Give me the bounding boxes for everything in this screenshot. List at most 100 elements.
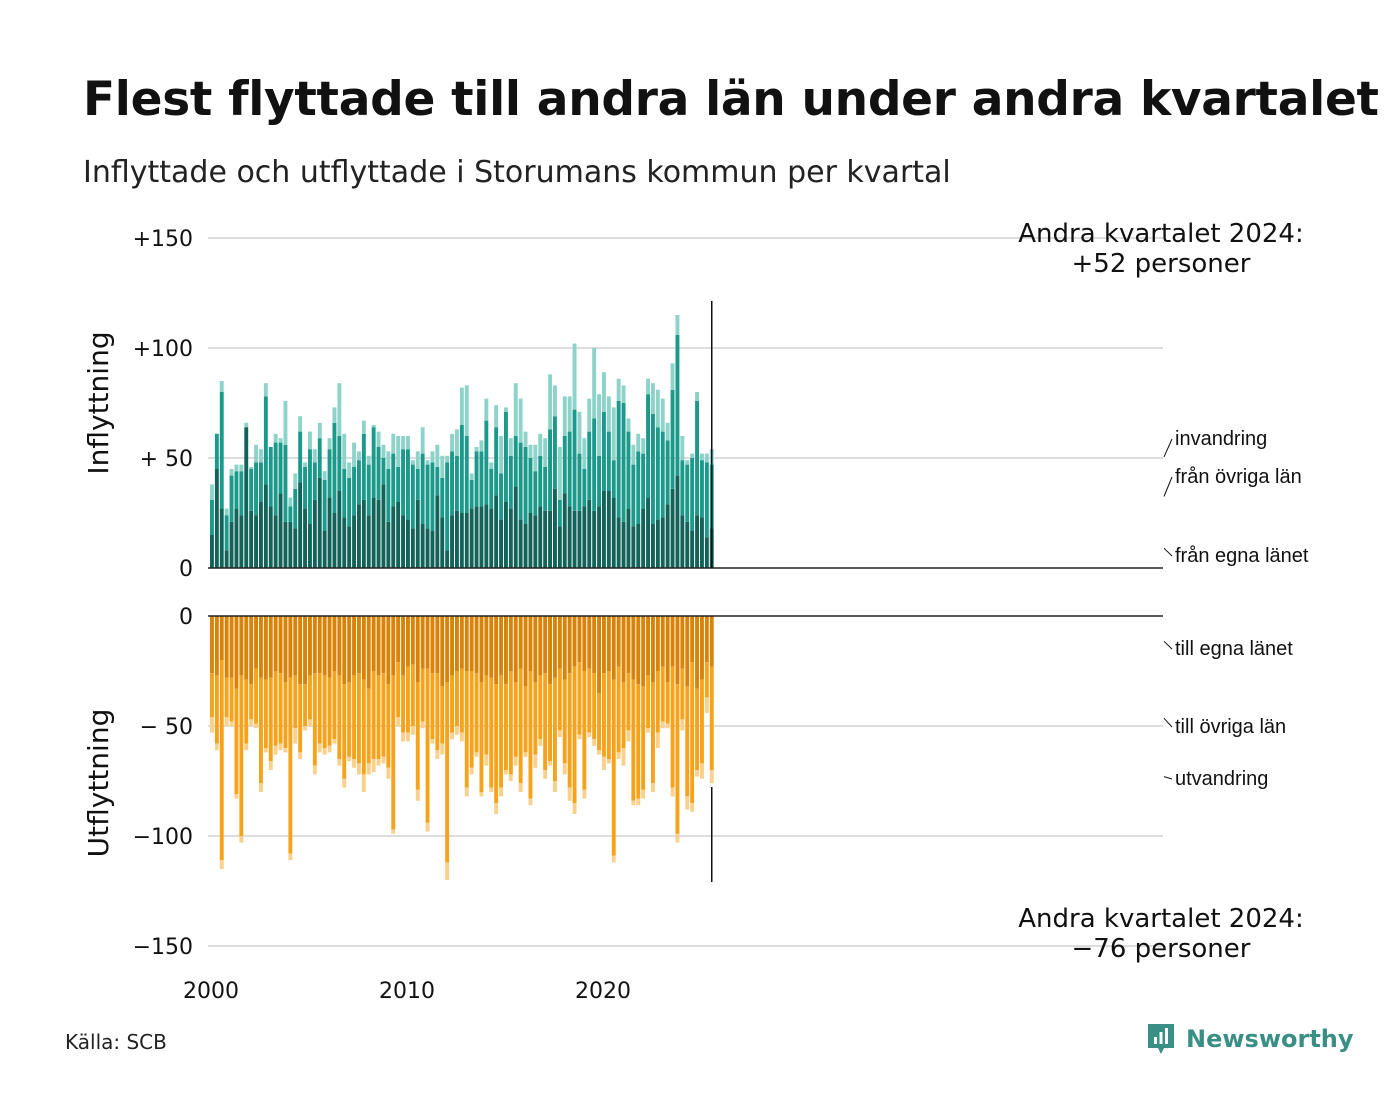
bar-segment — [700, 679, 704, 764]
bar-segment — [273, 671, 278, 746]
y-axis-title: Utflyttning — [82, 709, 115, 858]
bar-segment — [572, 510, 577, 568]
bar-segment — [533, 616, 538, 682]
bar-segment — [553, 781, 557, 792]
bar-segment — [430, 530, 435, 568]
bar-segment — [709, 666, 714, 770]
bar-segment — [690, 662, 695, 803]
bar-segment — [538, 739, 543, 746]
bar-segment — [646, 394, 650, 498]
bar-segment — [557, 668, 562, 731]
bar-segment — [406, 732, 410, 742]
bar-segment — [278, 438, 283, 443]
bar-segment — [704, 453, 709, 463]
bar-segment — [548, 684, 552, 762]
bar-segment — [214, 675, 219, 744]
bar-segment — [685, 464, 690, 522]
bar-segment — [557, 499, 562, 527]
bar-segment — [234, 616, 239, 689]
bar-segment — [415, 616, 420, 682]
bar-segment — [273, 433, 278, 443]
bar-segment — [210, 484, 214, 500]
bar-segment — [459, 668, 464, 733]
bar-segment — [572, 343, 577, 410]
bar-segment — [249, 719, 254, 726]
bar-segment — [224, 717, 229, 726]
bar-segment — [680, 719, 685, 731]
bar-segment — [597, 455, 601, 507]
bar-segment — [459, 387, 464, 425]
chart-subtitle: Inflyttade och utflyttade i Storumans ko… — [83, 155, 951, 190]
bar-segment — [592, 418, 597, 511]
bar-segment — [259, 449, 263, 463]
bar-segment — [224, 515, 229, 551]
bar-segment — [690, 458, 695, 531]
bar-segment — [597, 616, 601, 693]
bar-segment — [660, 616, 665, 667]
bar-segment — [641, 438, 646, 454]
bar-segment — [450, 451, 454, 516]
bar-segment — [538, 675, 543, 740]
bar-segment — [386, 616, 391, 685]
bar-segment — [376, 759, 381, 766]
y-tick-label: + 50 — [140, 447, 193, 472]
bar-segment — [518, 668, 523, 784]
bar-segment — [602, 673, 606, 757]
bar-segment — [474, 752, 479, 757]
bar-segment — [391, 829, 396, 834]
bar-segment — [523, 447, 528, 524]
brand-logo[interactable]: Newsworthy — [1146, 1022, 1354, 1056]
bar-segment — [562, 436, 567, 494]
bar-segment — [342, 616, 347, 685]
bar-segment — [254, 616, 258, 669]
bar-segment — [273, 442, 278, 516]
bottom-annotation: −76 personer — [1072, 934, 1251, 964]
y-tick-label: 0 — [179, 557, 193, 582]
bar-segment — [592, 510, 597, 568]
bar-segment — [474, 451, 479, 507]
bar-segment — [425, 616, 430, 669]
bar-segment — [464, 787, 469, 797]
bar-segment — [479, 451, 484, 507]
bar-segment — [283, 521, 288, 568]
bar-segment — [562, 616, 567, 680]
bar-segment — [660, 666, 665, 722]
bar-segment — [303, 508, 307, 568]
bar-segment — [386, 684, 391, 768]
bar-segment — [401, 515, 405, 568]
bar-segment — [263, 396, 268, 485]
bar-segment — [499, 436, 503, 474]
top-annotation: +52 personer — [1072, 249, 1251, 279]
x-tick-label: 2000 — [183, 979, 239, 1004]
bar-segment — [391, 616, 396, 676]
newsworthy-logo-icon — [1148, 1024, 1174, 1054]
bar-segment — [582, 506, 587, 568]
bar-segment — [342, 684, 347, 779]
bar-segment — [391, 433, 396, 454]
bar-segment — [548, 429, 552, 511]
bar-segment — [210, 673, 214, 718]
bar-segment — [499, 519, 503, 568]
bar-segment — [308, 431, 312, 450]
bar-segment — [268, 761, 273, 770]
bar-segment — [229, 721, 234, 726]
bar-segment — [366, 515, 371, 568]
bar-segment — [670, 363, 675, 390]
bar-segment — [587, 431, 592, 500]
bar-segment — [410, 528, 415, 568]
bar-segment — [396, 436, 401, 467]
bar-segment — [518, 519, 523, 568]
bar-segment — [548, 374, 552, 430]
bar-segment — [675, 616, 680, 685]
bar-segment — [366, 763, 371, 775]
bar-segment — [474, 447, 479, 452]
bar-segment — [244, 679, 249, 744]
bar-segment — [508, 508, 513, 568]
bar-segment — [685, 521, 690, 568]
bar-segment — [680, 515, 685, 568]
bar-segment — [214, 433, 219, 469]
bar-segment — [327, 438, 332, 450]
bar-segment — [464, 385, 469, 436]
bar-segment — [597, 394, 601, 456]
bar-segment — [224, 550, 229, 568]
